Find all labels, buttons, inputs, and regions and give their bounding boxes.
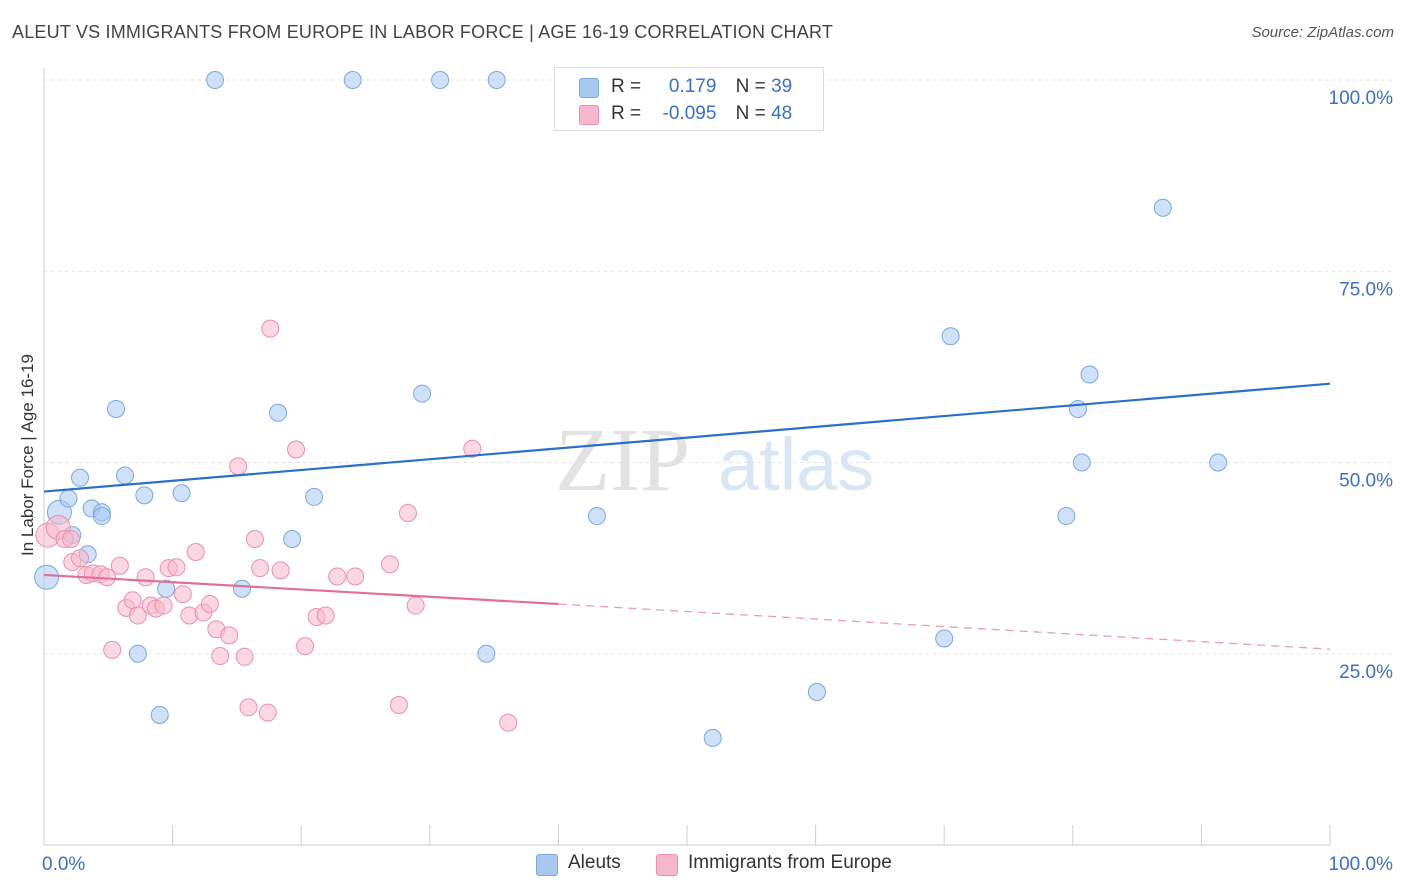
aleut-trend-line [43, 382, 1331, 493]
immigrant-point [499, 713, 518, 732]
y-axis-label: In Labor Force | Age 16-19 [18, 354, 37, 556]
immigrant-point [380, 555, 399, 574]
aleut-point [150, 705, 169, 724]
immigrant-point [463, 439, 482, 458]
immigrant-point [235, 647, 254, 666]
immigrant-point [123, 591, 142, 610]
immigrant-point [261, 319, 280, 338]
immigrant-point [251, 559, 270, 578]
axes [43, 68, 1331, 846]
aleut-point [59, 489, 78, 508]
immigrant-trend-extension [558, 603, 1331, 650]
legend-n-value: 48 [771, 103, 793, 124]
aleut-point [413, 384, 432, 403]
watermark-atlas: atlas [718, 423, 874, 506]
aleut-point [233, 579, 252, 598]
aleut-point [1068, 399, 1087, 418]
immigrant-point [316, 606, 335, 625]
bottom-legend-swatch-immigrants [656, 854, 678, 876]
aleut-point [1153, 198, 1172, 217]
immigrant-point [271, 561, 290, 580]
immigrant-point [296, 637, 315, 656]
aleut-point [71, 468, 90, 487]
immigrant-point [62, 530, 81, 548]
immigrant-point [186, 543, 205, 562]
data-points [34, 71, 1228, 747]
immigrant-point [287, 440, 306, 459]
immigrant-point [239, 698, 258, 717]
x-tick-label: 0.0% [42, 854, 85, 875]
aleut-point [206, 71, 225, 89]
y-tick-label: 100.0% [1329, 88, 1394, 109]
immigrant-point [258, 703, 277, 722]
immigrant-point [220, 626, 239, 645]
immigrant-point [328, 567, 347, 586]
y-tick-label: 50.0% [1339, 471, 1393, 492]
immigrant-point [200, 595, 219, 614]
bottom-legend-label-immigrants: Immigrants from Europe [688, 852, 892, 873]
bottom-legend-swatch-aleuts [536, 854, 558, 876]
aleut-point [941, 327, 960, 346]
aleut-point [343, 71, 362, 89]
aleut-point [1209, 453, 1228, 472]
immigrant-point [245, 530, 264, 548]
legend-r-label: R = [611, 76, 642, 97]
immigrant-point [211, 647, 230, 666]
aleut-point [477, 644, 496, 663]
legend-n-label: N = [735, 103, 766, 124]
legend-r-label: R = [611, 103, 642, 124]
stats-legend: R = 0.179 N = 39 R = -0.095 N = 48 [554, 67, 824, 131]
legend-n-value: 39 [771, 76, 793, 97]
immigrant-point [406, 596, 425, 615]
immigrant-trend-line [43, 573, 559, 606]
aleut-point [431, 71, 450, 89]
immigrant-point [128, 606, 147, 625]
aleut-point [487, 71, 506, 89]
aleut-point [116, 466, 135, 485]
aleut-point [935, 629, 954, 648]
aleut-point [305, 487, 324, 506]
trend-lines [43, 382, 1331, 650]
grid-lines [44, 79, 1395, 655]
bottom-legend-label-aleuts: Aleuts [568, 852, 621, 873]
immigrant-point [398, 503, 417, 522]
aleut-point [807, 683, 826, 701]
immigrant-point [71, 549, 90, 568]
immigrant-point [136, 568, 155, 587]
tick-labels: 25.0% 50.0% 75.0% 100.0% 0.0% 100.0% [42, 88, 1393, 875]
legend-r-value: 0.179 [668, 76, 717, 97]
aleut-point [135, 486, 154, 505]
aleut-point [34, 564, 60, 590]
chart-source: Source: ZipAtlas.com [1251, 24, 1394, 41]
y-tick-label: 75.0% [1339, 279, 1393, 300]
legend-swatch-aleuts [579, 78, 599, 98]
immigrant-point [173, 585, 192, 604]
legend-swatch-immigrants [579, 105, 599, 125]
aleut-point [172, 484, 191, 503]
aleut-point [107, 399, 126, 418]
immigrant-point [346, 567, 365, 586]
aleut-point [703, 728, 722, 747]
immigrant-point [103, 640, 122, 659]
immigrant-point [167, 558, 186, 577]
aleut-point [587, 507, 606, 526]
legend-n-label: N = [735, 76, 766, 97]
legend-r-value: -0.095 [662, 103, 717, 124]
aleut-point [1057, 507, 1076, 526]
aleut-point [1072, 453, 1091, 472]
immigrant-point [154, 596, 173, 615]
immigrant-point [110, 556, 129, 575]
aleut-point [128, 644, 147, 663]
immigrant-point [229, 457, 248, 476]
y-tick-label: 25.0% [1339, 662, 1393, 683]
aleut-point [92, 507, 111, 526]
immigrant-point [389, 696, 408, 715]
aleut-point [1080, 365, 1099, 384]
aleut-point [283, 530, 302, 548]
watermark-zip: ZIP [555, 411, 690, 510]
chart-title: ALEUT VS IMMIGRANTS FROM EUROPE IN LABOR… [12, 22, 834, 42]
x-tick-label: 100.0% [1329, 854, 1394, 875]
aleut-point [269, 403, 288, 422]
